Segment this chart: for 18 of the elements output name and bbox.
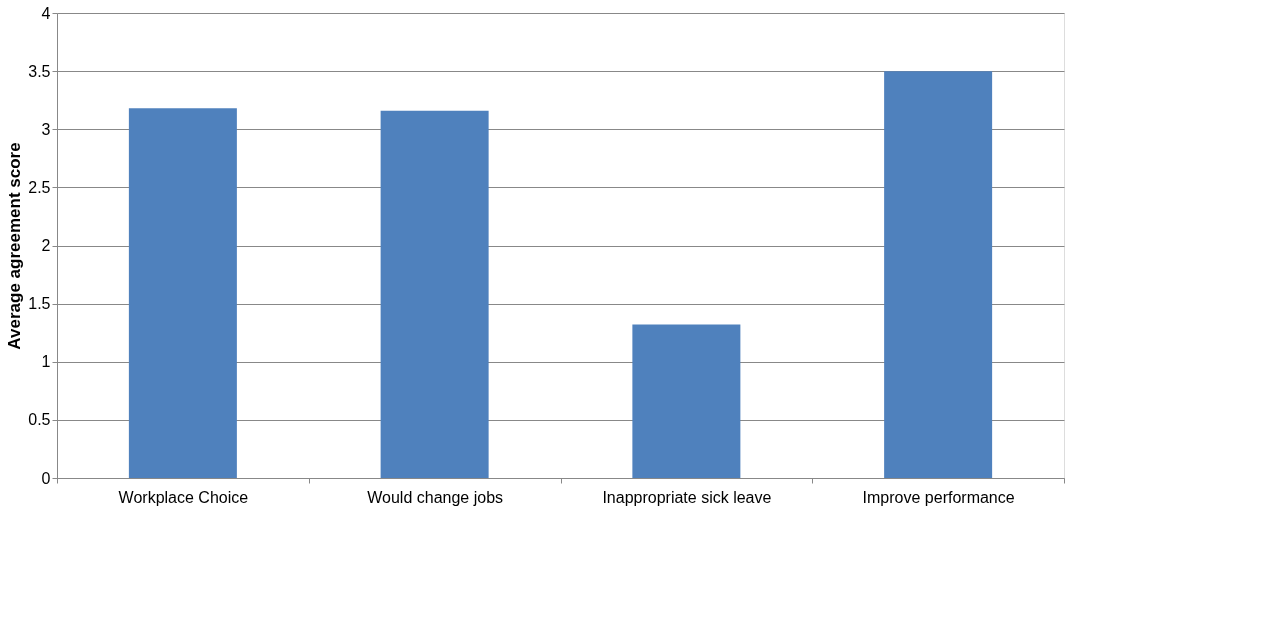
x-tick-label: Workplace Choice xyxy=(118,488,249,506)
y-tick-label: 1.5 xyxy=(28,295,51,313)
y-tick-label: 2.5 xyxy=(28,178,51,196)
y-tick-label: 0.5 xyxy=(28,411,51,429)
y-tick-label: 0 xyxy=(41,469,51,487)
bar xyxy=(380,110,489,478)
bar xyxy=(884,71,993,478)
y-tick-label: 1 xyxy=(41,353,51,371)
y-tick-label: 3.5 xyxy=(28,62,51,80)
x-tick-label: Inappropriate sick leave xyxy=(602,488,772,506)
y-axis-title: Average agreement score xyxy=(5,142,25,350)
y-tick-label: 4 xyxy=(41,4,51,22)
y-tick-label: 2 xyxy=(41,237,51,254)
bar xyxy=(128,108,237,478)
x-tick-label: Improve performance xyxy=(862,488,1015,506)
x-tick-label: Would change jobs xyxy=(367,488,504,506)
bar xyxy=(632,324,741,478)
y-tick-label: 3 xyxy=(41,120,51,138)
